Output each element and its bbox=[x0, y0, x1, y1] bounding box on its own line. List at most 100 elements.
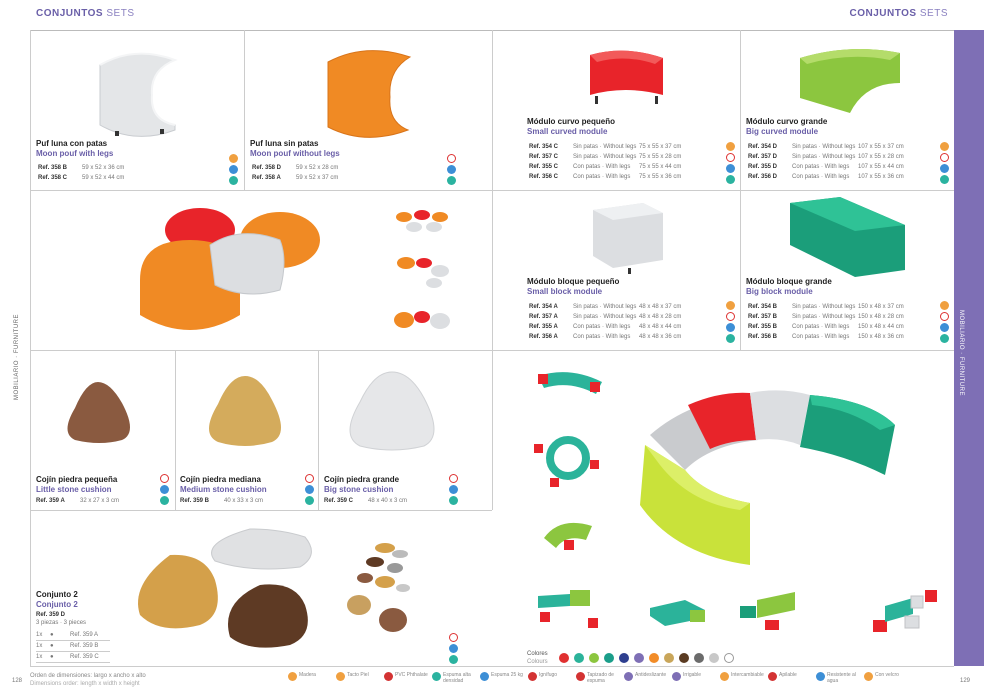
colours-label: Colores Colours bbox=[527, 651, 548, 665]
grid-line bbox=[492, 30, 493, 510]
stone-big-image bbox=[349, 371, 435, 451]
small-curve-title: Módulo curvo pequeño bbox=[527, 117, 615, 126]
legend-label: Espuma alta densidad bbox=[443, 672, 471, 684]
big-block-icons bbox=[940, 301, 949, 343]
pvc-icon bbox=[160, 474, 169, 483]
set2-title: Conjunto 2 bbox=[36, 590, 78, 599]
big-curve-image bbox=[800, 49, 900, 113]
legend-item: PVC Phthalate bbox=[384, 672, 428, 681]
stone-small-icons bbox=[160, 474, 169, 505]
small-block-icons bbox=[726, 301, 735, 343]
stone-small-image bbox=[67, 382, 130, 443]
small-block-image bbox=[593, 203, 663, 274]
small-curve-subtitle: Small curved module bbox=[527, 127, 608, 136]
legend-label: Madera bbox=[299, 672, 316, 678]
stone-small-subtitle: Little stone cushion bbox=[36, 485, 112, 494]
foam-icon bbox=[160, 485, 169, 494]
legend-label: Intercambiable bbox=[731, 672, 764, 678]
legend-item: Intercambiable bbox=[720, 672, 764, 681]
moon-legs-icons bbox=[229, 154, 238, 185]
wood-icon bbox=[940, 142, 949, 151]
colour-swatch bbox=[574, 653, 584, 663]
moon-pouf-legs-image bbox=[99, 52, 178, 137]
header-left: CONJUNTOS SETS bbox=[36, 8, 135, 19]
grid-line bbox=[318, 350, 319, 510]
big-block-image bbox=[790, 197, 905, 277]
colour-swatch bbox=[724, 653, 734, 663]
colour-swatch bbox=[709, 653, 719, 663]
set2-ref: Ref. 359 D 3 piezas · 3 pieces bbox=[36, 612, 87, 626]
legend-label: Antideslizante bbox=[635, 672, 667, 678]
moon-pouf-nolegs-image bbox=[327, 50, 412, 138]
grid-line bbox=[30, 190, 954, 191]
stone-medium-refs: Ref. 359 B 40 x 33 x 3 cm bbox=[180, 498, 264, 504]
stone-medium-subtitle: Medium stone cushion bbox=[180, 485, 267, 494]
legend-icon bbox=[816, 672, 825, 681]
legend-label: Resistente al agua bbox=[827, 672, 856, 684]
legend-item: Con velcro bbox=[864, 672, 908, 681]
grid-line bbox=[175, 350, 176, 510]
pvc-icon bbox=[449, 474, 458, 483]
pvc-icon bbox=[449, 633, 458, 642]
pvc-icon bbox=[726, 312, 735, 321]
colour-swatch bbox=[679, 653, 689, 663]
legend-icon bbox=[768, 672, 777, 681]
check-icon bbox=[940, 334, 949, 343]
page-number-left: 128 bbox=[12, 678, 23, 684]
check-icon bbox=[940, 175, 949, 184]
legend-item: Ignífugo bbox=[528, 672, 572, 681]
grid-line bbox=[30, 350, 954, 351]
check-icon bbox=[449, 496, 458, 505]
small-curve-icons bbox=[726, 142, 735, 184]
legend-icon bbox=[288, 672, 297, 681]
legend-icon bbox=[576, 672, 585, 681]
big-curve-subtitle: Big curved module bbox=[746, 127, 819, 136]
legend-icon bbox=[624, 672, 633, 681]
side-label-right: MOBILIARIO · FURNITURE bbox=[958, 310, 964, 397]
foam-icon bbox=[940, 164, 949, 173]
legend-item: Antideslizante bbox=[624, 672, 668, 681]
big-block-subtitle: Big block module bbox=[746, 287, 813, 296]
pvc-icon bbox=[447, 154, 456, 163]
big-curve-refs: Ref. 354 D Sin patas · Without legs 107 x … bbox=[748, 144, 904, 180]
colour-swatch bbox=[589, 653, 599, 663]
right-spine bbox=[954, 30, 984, 666]
check-icon bbox=[726, 334, 735, 343]
colour-swatch bbox=[694, 653, 704, 663]
foam-icon bbox=[229, 165, 238, 174]
footer-note: Orden de dimensiones: largo x ancho x al… bbox=[30, 673, 146, 687]
foam-icon bbox=[305, 485, 314, 494]
legend-icon bbox=[528, 672, 537, 681]
colour-swatch bbox=[604, 653, 614, 663]
legend-label: Apilable bbox=[779, 672, 797, 678]
small-curve-image bbox=[590, 50, 663, 104]
colour-swatch bbox=[559, 653, 569, 663]
small-block-subtitle: Small block module bbox=[527, 287, 603, 296]
small-curve-refs: Ref. 354 C Sin patas · Without legs 75 x 5… bbox=[529, 144, 682, 180]
set2-items: 1x ● Ref. 359 A 1x ● Ref. 359 B 1x ● Ref. 359 … bbox=[36, 630, 110, 663]
moon-nolegs-icons bbox=[447, 154, 456, 185]
foam-icon bbox=[940, 323, 949, 332]
set2-subtitle: Conjunto 2 bbox=[36, 600, 78, 609]
legend-item: Espuma alta densidad bbox=[432, 672, 476, 684]
check-icon bbox=[726, 175, 735, 184]
legend-icon bbox=[480, 672, 489, 681]
legend-label: Espuma 25 kg bbox=[491, 672, 523, 678]
pvc-icon bbox=[305, 474, 314, 483]
legend-label: PVC Phthalate bbox=[395, 672, 428, 678]
legend-icon bbox=[672, 672, 681, 681]
legend-item: Espuma 25 kg bbox=[480, 672, 524, 681]
curved-set-image bbox=[640, 390, 895, 565]
stone-small-refs: Ref. 359 A 32 x 27 x 3 cm bbox=[36, 498, 120, 504]
big-block-title: Módulo bloque grande bbox=[746, 277, 832, 286]
big-block-refs: Ref. 354 B Sin patas · Without legs 150 x … bbox=[748, 304, 904, 340]
moon-legs-title: Puf luna con patas bbox=[36, 139, 108, 148]
check-icon bbox=[160, 496, 169, 505]
grid-line bbox=[30, 30, 31, 666]
wood-icon bbox=[726, 142, 735, 151]
set2-icons bbox=[449, 633, 458, 664]
stone-medium-icons bbox=[305, 474, 314, 505]
legend-icon bbox=[336, 672, 345, 681]
check-icon bbox=[229, 176, 238, 185]
foam-icon bbox=[449, 485, 458, 494]
